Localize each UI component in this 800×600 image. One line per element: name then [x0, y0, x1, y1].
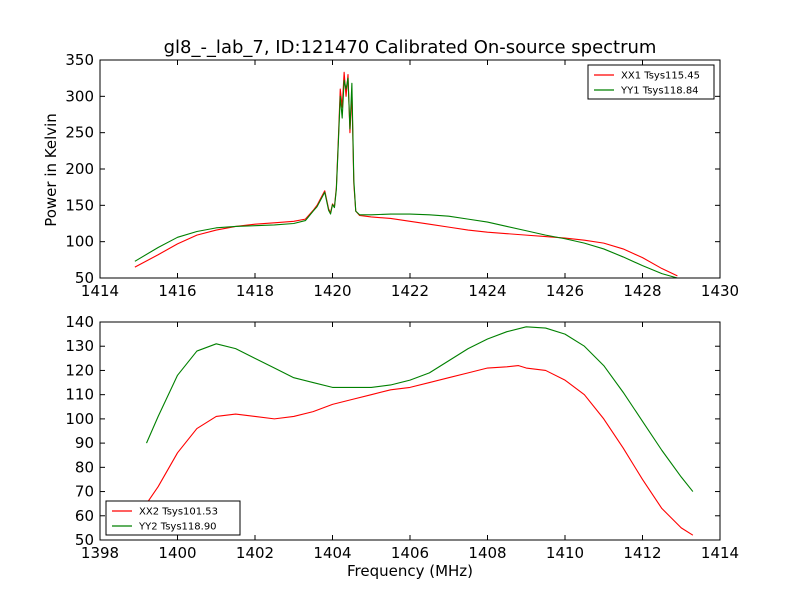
- y-tick-label: 120: [65, 361, 94, 379]
- x-tick-label: 1406: [391, 544, 429, 562]
- y-tick-label: 60: [75, 507, 94, 525]
- y-tick-label: 250: [65, 124, 94, 142]
- y-tick-label: 80: [75, 458, 94, 476]
- y-tick-label: 350: [65, 51, 94, 69]
- x-tick-label: 1416: [158, 282, 196, 300]
- x-tick-label: 1408: [468, 544, 506, 562]
- y-tick-label: 140: [65, 313, 94, 331]
- x-tick-label: 1418: [236, 282, 274, 300]
- x-tick-label: 1428: [623, 282, 661, 300]
- x-tick-label: 1414: [701, 544, 739, 562]
- legend-label: YY1 Tsys118.84: [620, 86, 699, 97]
- y-tick-label: 50: [75, 531, 94, 549]
- y-tick-label: 90: [75, 434, 94, 452]
- y-tick-label: 300: [65, 87, 94, 105]
- bottom-panel: 1398 1400 1402 1404 1406 1408 1410 1412 1414 50 60…: [65, 313, 739, 562]
- y-tick-label: 150: [65, 196, 94, 214]
- x-tick-label: 1420: [313, 282, 351, 300]
- x-tick-label: 1412: [623, 544, 661, 562]
- legend-label: XX1 Tsys115.45: [621, 71, 700, 82]
- y-tick-label: 100: [65, 233, 94, 251]
- y-tick-label: 200: [65, 160, 94, 178]
- series-line-yy2: [145, 326, 694, 492]
- x-tick-label: 1410: [546, 544, 584, 562]
- legend-label: YY2 Tsys118.90: [138, 522, 217, 533]
- series-line-xx1: [134, 71, 678, 277]
- bottom-x-axis-label: Frequency (MHz): [347, 562, 473, 580]
- x-tick-label: 1430: [701, 282, 739, 300]
- y-tick-label: 130: [65, 337, 94, 355]
- y-tick-label: 100: [65, 410, 94, 428]
- legend-box: [587, 64, 715, 100]
- chart-title: gl8_-_lab_7, ID:121470 Calibrated On-sou…: [164, 37, 657, 58]
- x-tick-label: 1402: [236, 544, 274, 562]
- series-line-xx2: [146, 365, 694, 536]
- legend-label: XX2 Tsys101.53: [139, 507, 218, 518]
- legend: XX2 Tsys101.53 YY2 Tsys118.90: [105, 500, 241, 536]
- top-panel: 1414 1416 1418 1420 1422 1424 1426 1428 1430 50 10…: [65, 51, 739, 300]
- y-tick-label: 70: [75, 483, 94, 501]
- y-tick-label: 50: [75, 269, 94, 287]
- top-y-axis-label: Power in Kelvin: [42, 113, 60, 227]
- series-line-yy1: [134, 77, 678, 278]
- legend-box: [105, 500, 241, 536]
- y-tick-label: 110: [65, 386, 94, 404]
- x-tick-label: 1404: [313, 544, 351, 562]
- x-tick-label: 1398: [81, 544, 119, 562]
- x-tick-label: 1426: [546, 282, 584, 300]
- x-tick-label: 1400: [158, 544, 196, 562]
- x-tick-label: 1424: [468, 282, 506, 300]
- legend: XX1 Tsys115.45 YY1 Tsys118.84: [587, 64, 715, 100]
- x-tick-label: 1414: [81, 282, 119, 300]
- x-tick-label: 1422: [391, 282, 429, 300]
